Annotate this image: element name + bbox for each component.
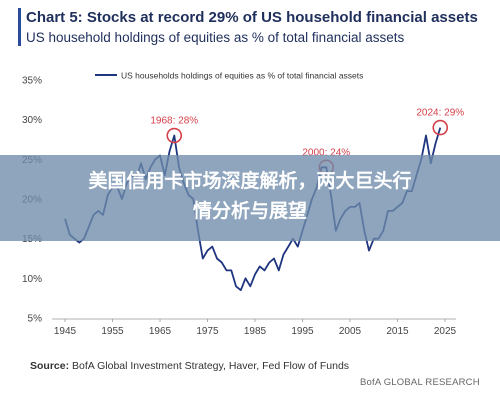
source-note: Source: BofA Global Investment Strategy,… [30,360,349,372]
y-tick-label: 35% [22,76,42,87]
overlay-banner [0,155,500,241]
annotation-marker [432,119,449,136]
x-tick-label: 1965 [149,326,172,337]
chart-subtitle: US household holdings of equities as % o… [26,30,405,45]
x-tick-label: 1955 [101,326,124,337]
annotation-label: 2024: 29% [416,108,464,119]
annotation-label: 1968: 28% [150,116,198,127]
x-tick-label: 2015 [386,326,409,337]
y-tick-label: 30% [22,115,42,126]
chart-title: Chart 5: Stocks at record 29% of US hous… [26,9,478,26]
annotation-marker [166,127,183,144]
source-label: Source: [30,360,70,372]
y-tick-label: 10% [22,274,42,285]
chart-legend: US households holdings of equities as % … [95,71,363,81]
x-tick-label: 2005 [339,326,362,337]
x-tick-label: 1995 [291,326,314,337]
x-tick-label: 1985 [244,326,267,337]
brand-mark: BofA GLOBAL RESEARCH [360,377,480,388]
overlay-line-1: 美国信用卡市场深度解析，两大巨头行 [88,170,412,192]
x-tick-label: 2025 [434,326,457,337]
x-tick-label: 1945 [54,326,77,337]
annotation-label: 2000: 24% [302,147,350,158]
x-axis: 1945 1955 1965 1975 1985 1995 2005 2015 2025 [52,318,457,337]
title-accent-bar [18,8,21,46]
overlay-headline: 美国信用卡市场深度解析，两大巨头行 情分析与展望 [0,166,500,226]
y-tick-label: 5% [28,314,43,325]
source-text: BofA Global Investment Strategy, Haver, … [69,360,350,372]
overlay-line-2: 情分析与展望 [192,200,307,222]
legend-label: US households holdings of equities as % … [121,71,363,81]
x-tick-label: 1975 [196,326,219,337]
